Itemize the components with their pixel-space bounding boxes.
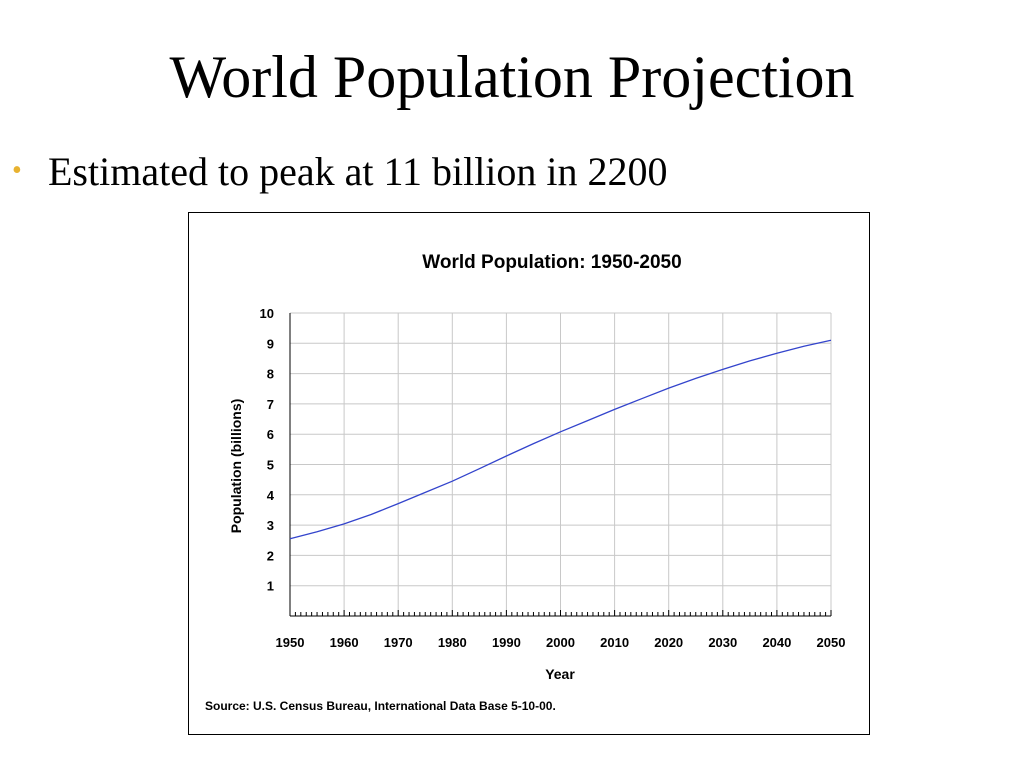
y-tick-label: 1 — [267, 579, 274, 594]
x-tick-label: 1970 — [384, 635, 413, 650]
bullet-text: Estimated to peak at 11 billion in 2200 — [48, 148, 668, 194]
y-tick-label: 2 — [267, 548, 274, 563]
x-tick-label: 1950 — [276, 635, 305, 650]
slide-title: World Population Projection — [169, 44, 855, 110]
y-tick-label: 7 — [267, 397, 274, 412]
x-tick-label: 1960 — [330, 635, 359, 650]
y-tick-label: 10 — [260, 306, 274, 321]
x-tick-label: 1980 — [438, 635, 467, 650]
population-series-line — [289, 339, 832, 540]
x-axis-label: Year — [545, 666, 575, 682]
population-chart: World Population: 1950-2050 Population (… — [205, 252, 846, 713]
y-tick-label: 5 — [267, 458, 274, 473]
chart-title: World Population: 1950-2050 — [422, 252, 681, 273]
source-note: Source: U.S. Census Bureau, Internationa… — [205, 699, 556, 713]
y-tick-label: 6 — [267, 427, 274, 442]
y-axis-label: Population (billions) — [228, 399, 244, 534]
x-tick-label: 2020 — [654, 635, 683, 650]
x-tick-label: 1990 — [492, 635, 521, 650]
chart-frame: World Population: 1950-2050 Population (… — [188, 212, 870, 735]
y-tick-label: 3 — [267, 518, 274, 533]
x-tick-label: 2030 — [708, 635, 737, 650]
x-tick-label: 2050 — [817, 635, 846, 650]
y-tick-label: 9 — [267, 336, 274, 351]
x-tick-label: 2000 — [546, 635, 575, 650]
y-tick-label: 4 — [267, 488, 275, 503]
x-tick-label: 2040 — [762, 635, 791, 650]
bullet-item: • Estimated to peak at 11 billion in 220… — [12, 146, 668, 196]
plot-area: 1 2 3 4 5 6 7 8 9 10 1950 1960 1970 1980 1990 2000 2010 2… — [260, 306, 846, 650]
y-tick-label: 8 — [267, 367, 274, 382]
bullet-dot-icon: • — [12, 155, 22, 186]
x-tick-label: 2010 — [600, 635, 629, 650]
